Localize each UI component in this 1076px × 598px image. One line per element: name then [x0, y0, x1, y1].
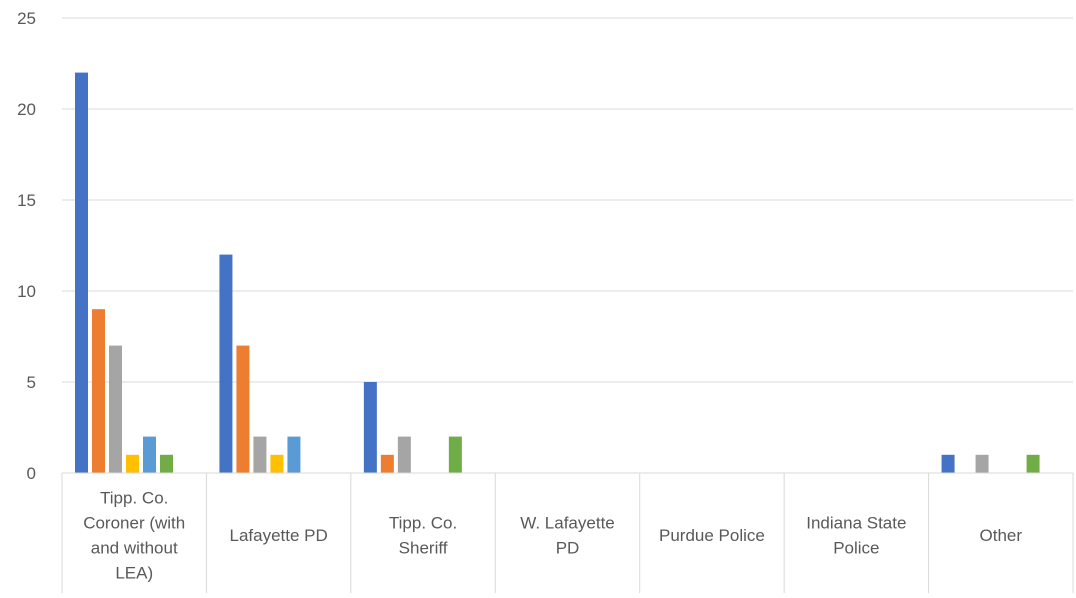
bar — [975, 454, 989, 473]
gridlines — [62, 17, 1073, 383]
bar — [92, 309, 105, 473]
bar — [143, 436, 156, 473]
bar — [363, 382, 377, 473]
x-category-label: W. Lafayette PD — [520, 514, 615, 558]
bar — [448, 436, 462, 473]
bar — [253, 436, 267, 473]
x-category-label: Indiana State Police — [806, 514, 906, 558]
x-category-label: Other — [980, 526, 1023, 545]
bars — [75, 72, 1040, 473]
bar — [397, 436, 411, 473]
bar — [270, 454, 284, 473]
y-tick-label: 5 — [27, 373, 36, 392]
bar — [287, 436, 301, 473]
y-tick-label: 25 — [17, 9, 36, 28]
bar — [380, 454, 394, 473]
x-axis: Tipp. Co. Coroner (with and without LEA) Laf… — [61, 472, 1074, 593]
bar — [75, 72, 88, 473]
y-axis-ticks: 0 5 10 15 20 25 — [17, 9, 36, 483]
bar — [109, 345, 122, 473]
y-tick-label: 10 — [17, 282, 36, 301]
bar — [1026, 454, 1040, 473]
y-tick-label: 20 — [17, 100, 36, 119]
y-tick-label: 0 — [27, 464, 36, 483]
x-category-label: Tipp. Co. Sheriff — [389, 514, 457, 558]
bar — [941, 454, 955, 473]
bar — [219, 254, 233, 473]
x-category-label: Lafayette PD — [230, 526, 328, 545]
x-category-label: Tipp. Co. Coroner (with and without LEA) — [83, 489, 185, 583]
x-category-label: Purdue Police — [659, 526, 765, 545]
y-tick-label: 15 — [17, 191, 36, 210]
bar — [126, 454, 139, 473]
bar — [236, 345, 250, 473]
bar — [160, 454, 173, 473]
